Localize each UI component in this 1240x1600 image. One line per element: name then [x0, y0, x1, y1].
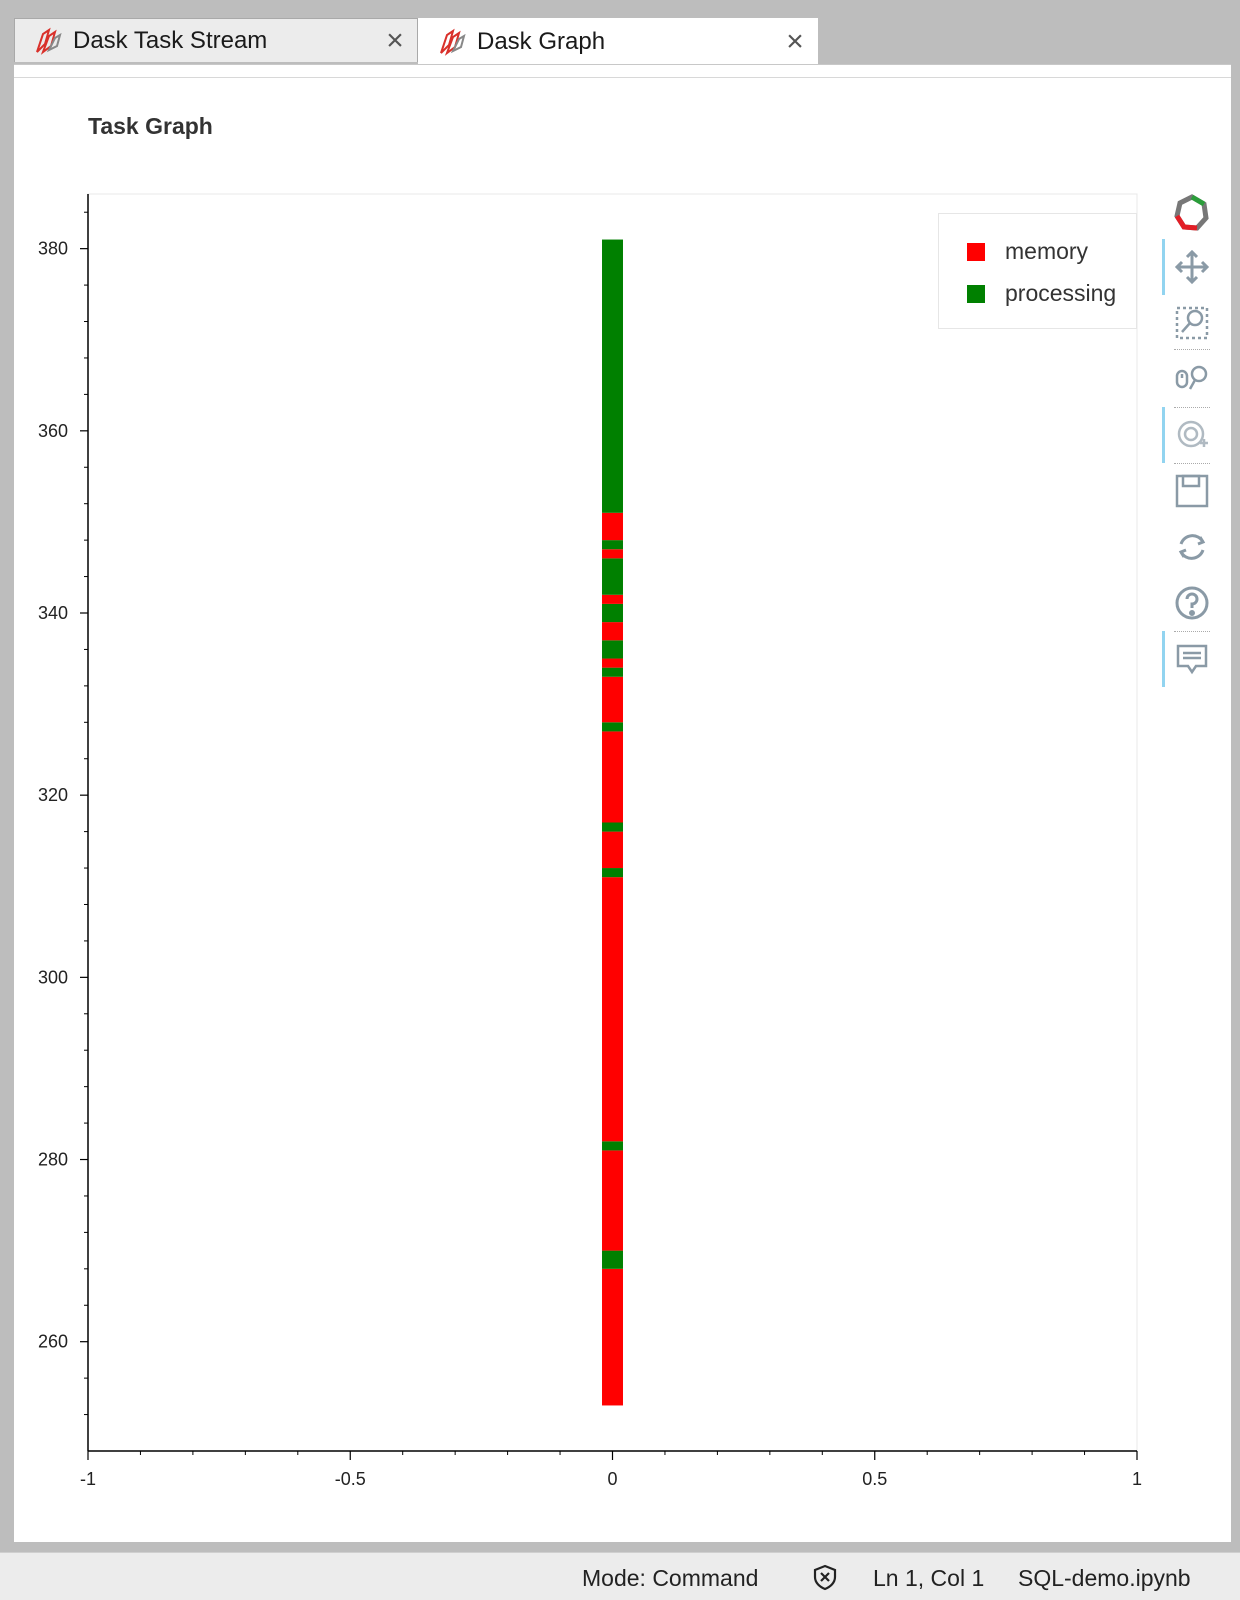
- wheel-zoom-icon[interactable]: [1172, 359, 1212, 399]
- help-icon[interactable]: [1172, 583, 1212, 623]
- task-bar-processing: [602, 603, 623, 623]
- toolbar-separator: [1174, 463, 1210, 464]
- reset-icon[interactable]: [1172, 527, 1212, 567]
- chart-legend: memory processing: [938, 213, 1137, 329]
- active-tool-indicator: [1162, 239, 1165, 295]
- x-tick-label: -1: [80, 1469, 96, 1489]
- task-bar-processing: [602, 1141, 623, 1151]
- task-graph-plot[interactable]: 260 280 300 320 340 360 380 -1 -0.5 0 0.5 1: [14, 65, 1231, 1543]
- lasso-icon[interactable]: [1172, 415, 1212, 455]
- task-bar-processing: [602, 667, 623, 677]
- task-bar-memory: [602, 731, 623, 823]
- legend-label: memory: [1005, 238, 1089, 264]
- y-tick-label: 340: [38, 603, 68, 623]
- task-bar-memory: [602, 512, 623, 541]
- cursor-position[interactable]: Ln 1, Col 1: [873, 1565, 985, 1591]
- task-bar-memory: [602, 658, 623, 668]
- task-bar-processing: [602, 722, 623, 732]
- divider: [14, 77, 1231, 78]
- y-tick-label: 360: [38, 421, 68, 441]
- task-bar-memory: [602, 831, 623, 869]
- legend-swatch-processing: [967, 284, 985, 303]
- hover-icon[interactable]: [1172, 639, 1212, 679]
- legend-item-memory: memory: [967, 238, 1088, 265]
- task-bar-memory: [602, 1268, 623, 1406]
- x-tick-label: 1: [1132, 1469, 1142, 1489]
- tab-dask-graph[interactable]: Dask Graph ×: [418, 18, 818, 64]
- plot-toolbar: [1162, 193, 1222, 773]
- x-tick-label: 0.5: [862, 1469, 887, 1489]
- task-bar-processing: [602, 1250, 623, 1269]
- task-bar-processing: [602, 540, 623, 550]
- tab-dask-task-stream[interactable]: Dask Task Stream ×: [14, 18, 418, 62]
- task-bar-memory: [602, 594, 623, 604]
- filename: SQL-demo.ipynb: [1018, 1565, 1191, 1591]
- close-icon[interactable]: ×: [786, 24, 804, 58]
- y-tick-label: 380: [38, 239, 68, 259]
- y-tick-label: 320: [38, 785, 68, 805]
- y-tick-label: 300: [38, 967, 68, 987]
- shield-x-icon[interactable]: [811, 1563, 839, 1597]
- task-bar-memory: [602, 877, 623, 1142]
- dask-logo-icon: [437, 27, 467, 57]
- toolbar-separator: [1174, 407, 1210, 408]
- y-tick-label: 260: [38, 1332, 68, 1352]
- close-icon[interactable]: ×: [386, 23, 404, 57]
- tab-label: Dask Task Stream: [73, 26, 268, 54]
- mode-indicator[interactable]: Mode: Command: [582, 1565, 759, 1591]
- task-bar-processing: [602, 558, 623, 595]
- x-tick-label: 0: [607, 1469, 617, 1489]
- task-bar-processing: [602, 822, 623, 832]
- tab-label: Dask Graph: [477, 27, 606, 55]
- chart-title: Task Graph: [88, 113, 213, 139]
- task-bar-memory: [602, 676, 623, 723]
- toolbar-separator: [1174, 631, 1210, 632]
- legend-swatch-memory: [967, 242, 985, 261]
- status-bar: Mode: Command Ln 1, Col 1 SQL-demo.ipynb: [0, 1552, 1240, 1600]
- box-zoom-icon[interactable]: [1172, 303, 1212, 343]
- legend-item-processing: processing: [967, 280, 1116, 307]
- task-bar-processing: [602, 239, 623, 513]
- task-bar-processing: [602, 640, 623, 659]
- toolbar-separator: [1174, 349, 1210, 350]
- bokeh-logo-icon[interactable]: [1172, 193, 1212, 233]
- active-tool-indicator: [1162, 631, 1165, 687]
- y-tick-label: 280: [38, 1150, 68, 1170]
- task-bar-processing: [602, 868, 623, 878]
- pan-icon[interactable]: [1172, 247, 1212, 287]
- task-bar-memory: [602, 1150, 623, 1251]
- active-tool-indicator: [1162, 407, 1165, 463]
- task-bar-memory: [602, 549, 623, 559]
- dask-graph-panel: 260 280 300 320 340 360 380 -1 -0.5 0 0.5 1 Task Gr…: [14, 64, 1231, 1542]
- x-tick-label: -0.5: [335, 1469, 366, 1489]
- save-icon[interactable]: [1172, 471, 1212, 511]
- legend-label: processing: [1005, 280, 1117, 306]
- task-bar-memory: [602, 622, 623, 641]
- dask-logo-icon: [33, 26, 63, 56]
